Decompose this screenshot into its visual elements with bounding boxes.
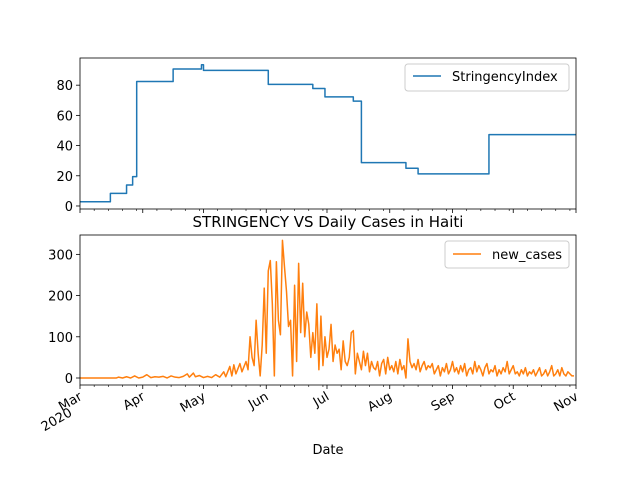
bottom-chart-title: STRINGENCY VS Daily Cases in Haiti	[193, 213, 464, 231]
top-legend-box	[404, 63, 570, 92]
top-y-tick-label: 20	[56, 170, 73, 185]
top-y-tick-label: 60	[56, 109, 73, 124]
top-y-tick-label: 40	[56, 140, 73, 155]
top-chart-series	[80, 64, 576, 203]
top-chart: 0 20 40 60 80 StringencyIndex	[56, 57, 577, 215]
x-tick-label: Jul	[310, 389, 332, 410]
bottom-chart-legend: new_cases	[444, 240, 570, 269]
top-chart-y-ticks: 0 20 40 60 80	[56, 79, 80, 215]
bottom-legend-label: new_cases	[492, 248, 562, 263]
bottom-series-line	[80, 239, 574, 379]
bottom-chart-series	[80, 239, 574, 379]
bottom-y-tick-label: 100	[48, 331, 73, 346]
top-y-tick-label: 80	[56, 79, 73, 94]
top-y-tick-label: 0	[65, 200, 73, 215]
x-axis-title: Date	[312, 443, 343, 458]
top-chart-legend: StringencyIndex	[404, 63, 570, 92]
bottom-legend-box	[444, 240, 570, 269]
bottom-y-tick-label: 0	[65, 372, 73, 387]
top-chart-frame	[79, 57, 577, 210]
bottom-y-tick-label: 200	[48, 290, 73, 305]
bottom-y-tick-label: 300	[48, 248, 73, 263]
top-series-line	[80, 64, 576, 203]
bottom-chart-y-ticks: 0 100 200 300	[48, 248, 80, 387]
top-chart-x-ticks	[79, 209, 577, 213]
bottom-chart-frame	[79, 234, 577, 386]
top-legend-label: StringencyIndex	[452, 70, 558, 85]
